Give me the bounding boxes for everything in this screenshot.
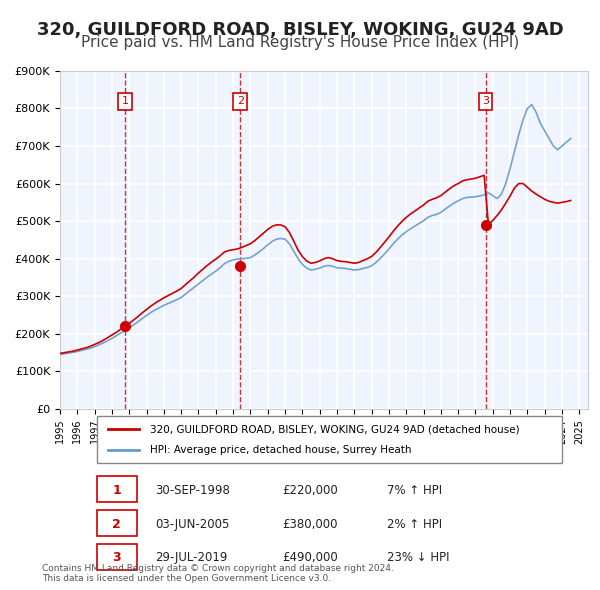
- Text: 2% ↑ HPI: 2% ↑ HPI: [388, 517, 442, 530]
- Text: 1: 1: [121, 96, 128, 106]
- Text: 320, GUILDFORD ROAD, BISLEY, WOKING, GU24 9AD (detached house): 320, GUILDFORD ROAD, BISLEY, WOKING, GU2…: [150, 424, 520, 434]
- Text: Contains HM Land Registry data © Crown copyright and database right 2024.
This d: Contains HM Land Registry data © Crown c…: [42, 563, 394, 583]
- Text: 7% ↑ HPI: 7% ↑ HPI: [388, 484, 442, 497]
- Text: HPI: Average price, detached house, Surrey Heath: HPI: Average price, detached house, Surr…: [150, 445, 411, 455]
- Text: 30-SEP-1998: 30-SEP-1998: [155, 484, 230, 497]
- Text: £380,000: £380,000: [282, 517, 337, 530]
- Text: 23% ↓ HPI: 23% ↓ HPI: [388, 552, 450, 565]
- FancyBboxPatch shape: [97, 416, 562, 463]
- Text: £490,000: £490,000: [282, 552, 338, 565]
- Text: 3: 3: [482, 96, 489, 106]
- Text: 2: 2: [237, 96, 244, 106]
- Text: £220,000: £220,000: [282, 484, 338, 497]
- Text: Price paid vs. HM Land Registry's House Price Index (HPI): Price paid vs. HM Land Registry's House …: [81, 35, 519, 50]
- FancyBboxPatch shape: [97, 510, 137, 536]
- FancyBboxPatch shape: [97, 476, 137, 502]
- Text: 3: 3: [112, 552, 121, 565]
- Text: 03-JUN-2005: 03-JUN-2005: [155, 517, 229, 530]
- FancyBboxPatch shape: [97, 543, 137, 570]
- Text: 29-JUL-2019: 29-JUL-2019: [155, 552, 227, 565]
- Text: 2: 2: [112, 517, 121, 530]
- Text: 1: 1: [112, 484, 121, 497]
- Text: 320, GUILDFORD ROAD, BISLEY, WOKING, GU24 9AD: 320, GUILDFORD ROAD, BISLEY, WOKING, GU2…: [37, 21, 563, 39]
